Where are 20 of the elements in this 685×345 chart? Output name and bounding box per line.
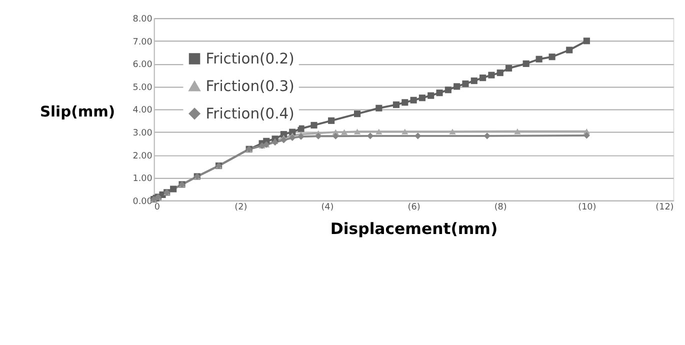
y-tick-label: 6.00 bbox=[132, 60, 153, 70]
legend-label: Friction(0.4) bbox=[206, 106, 294, 123]
legend-label: Friction(0.2) bbox=[206, 50, 294, 68]
y-tick-label: 3.00 bbox=[132, 128, 153, 138]
x-tick-label: (8) bbox=[494, 202, 507, 213]
x-tick-label: 0 bbox=[154, 202, 160, 213]
y-axis-title: Slip(mm) bbox=[40, 104, 116, 121]
x-tick-label: (4) bbox=[321, 202, 334, 213]
y-tick-label: 8.00 bbox=[132, 14, 153, 25]
y-tick-label: 1.00 bbox=[132, 174, 153, 184]
y-tick-label: 7.00 bbox=[132, 37, 153, 48]
y-tick-label: 2.00 bbox=[132, 151, 153, 162]
x-axis-title: Displacement(mm) bbox=[330, 219, 498, 238]
y-tick-label: 4.00 bbox=[132, 106, 153, 116]
x-tick-label: (10) bbox=[578, 202, 596, 213]
legend-label: Friction(0.3) bbox=[206, 78, 294, 96]
y-tick-label: 5.00 bbox=[132, 82, 153, 93]
x-tick-label: (2) bbox=[234, 202, 248, 213]
x-tick-label: (6) bbox=[408, 202, 420, 213]
x-tick-label: (12) bbox=[656, 202, 674, 213]
